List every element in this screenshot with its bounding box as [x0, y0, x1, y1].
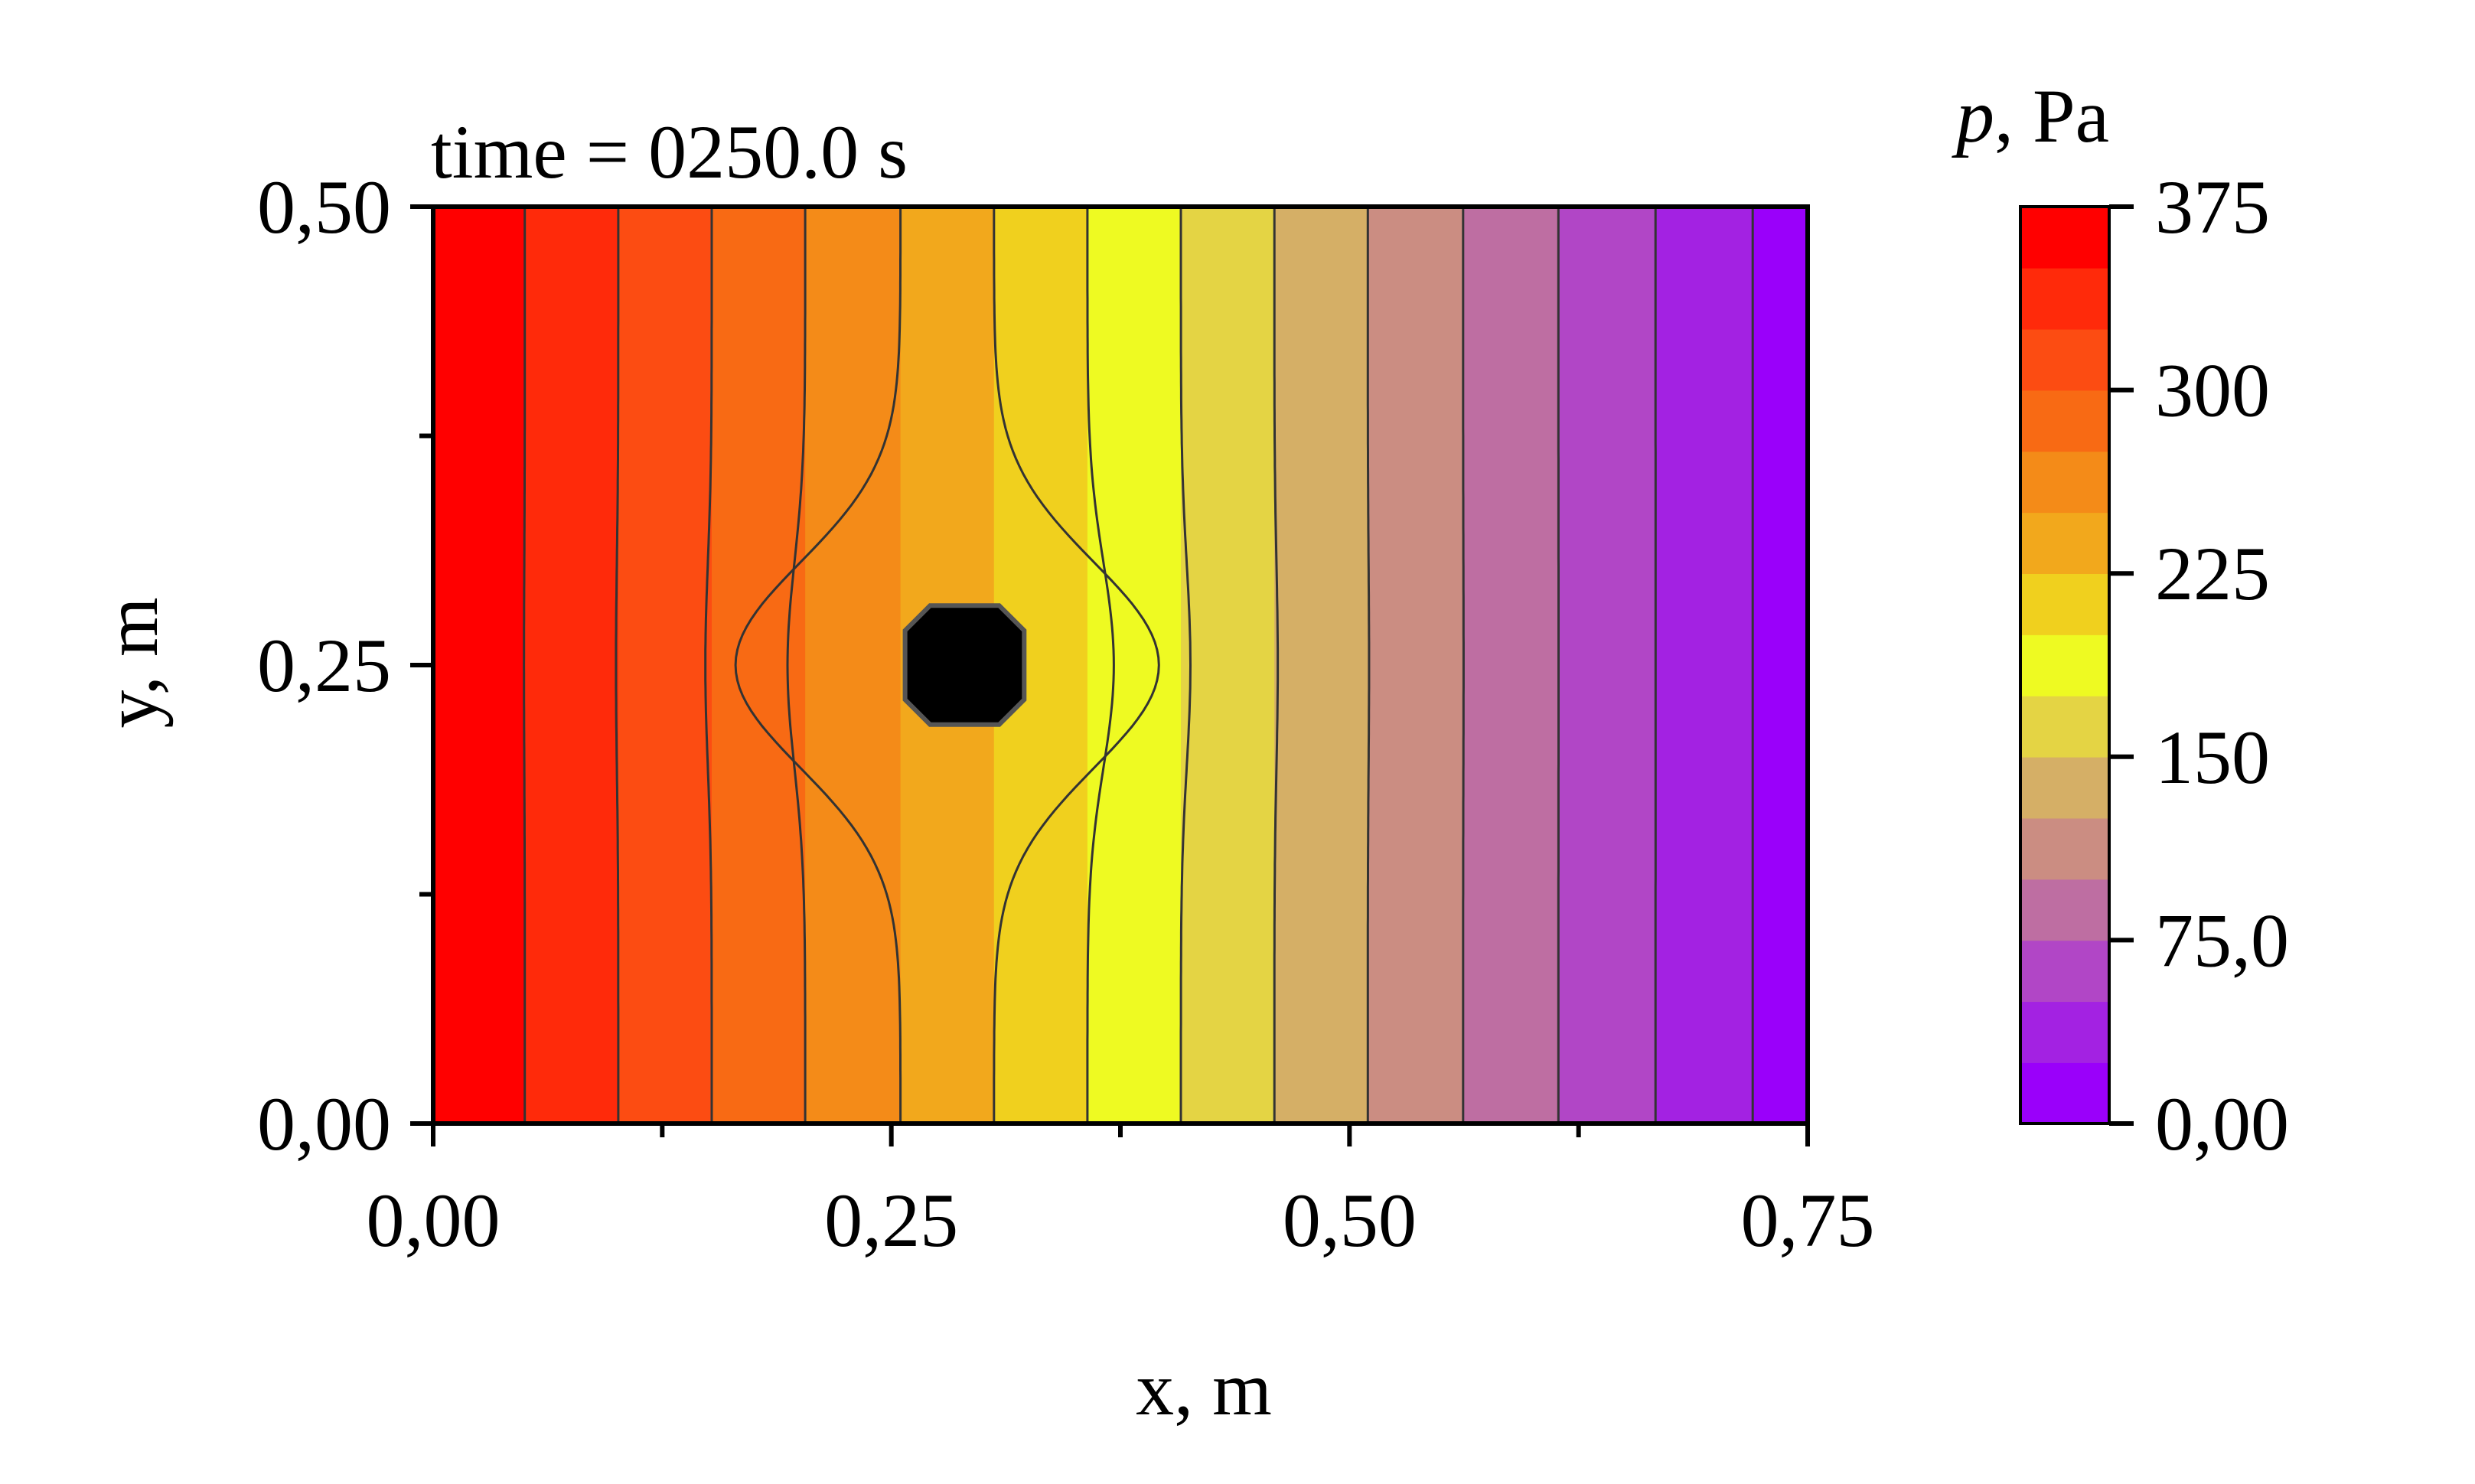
colorbar-tick-label-0: 375	[2155, 165, 2270, 250]
colorbar-swatch-7	[2020, 634, 2109, 696]
contour-band-1	[524, 207, 619, 1124]
contour-band-2	[618, 207, 712, 1124]
x-axis-label: x, m	[1136, 1346, 1272, 1431]
colorbar-tick-label-2: 225	[2155, 531, 2270, 616]
colorbar-tick-label-3: 150	[2155, 715, 2270, 800]
contour-band-13	[1655, 207, 1753, 1124]
contour-band-11	[1462, 207, 1560, 1124]
contour-band-10	[1368, 207, 1464, 1124]
y-tick-label-0: 0,00	[257, 1081, 391, 1166]
contour-line-10	[1462, 207, 1465, 1124]
colorbar-tick-label-4: 75,0	[2155, 898, 2289, 983]
contour-line-4	[734, 207, 902, 1124]
y-tick-label-1: 0,25	[257, 623, 391, 708]
y-axis: 0,00 0,25 0,50	[257, 165, 435, 1166]
obstacle-marker	[902, 603, 1027, 727]
contour-line-8	[1273, 207, 1280, 1124]
colorbar-swatch-2	[2020, 940, 2109, 1003]
contour-band-4	[805, 207, 902, 1124]
colorbar-swatch-11	[2020, 390, 2109, 452]
contour-line-2	[704, 207, 713, 1124]
colorbar-title: p, Pa	[1952, 73, 2109, 158]
x-tick-label-2: 0,50	[1283, 1178, 1417, 1263]
contour-line-7	[1179, 207, 1192, 1124]
contour-lines	[523, 207, 1754, 1124]
colorbar-tick-label-1: 300	[2155, 348, 2270, 433]
colorbar-swatch-4	[2020, 817, 2109, 880]
contour-line-5	[993, 207, 1160, 1124]
colorbar-frame	[2019, 205, 2111, 1125]
colorbar-swatch-3	[2020, 879, 2109, 941]
colorbar-title-variable: p	[1952, 73, 1994, 158]
contour-band-8	[1181, 207, 1275, 1124]
colorbar-swatch-0	[2020, 1062, 2109, 1124]
colorbar-swatch-8	[2020, 573, 2109, 635]
colorbar-swatch-13	[2020, 267, 2109, 330]
colorbar: 375 300 225 150 75,0 0,00	[2019, 165, 2289, 1166]
colorbar-tick-label-5: 0,00	[2155, 1081, 2289, 1166]
contour-line-6	[1086, 207, 1115, 1124]
x-tick-label-0: 0,00	[367, 1178, 501, 1263]
colorbar-swatch-14	[2020, 207, 2109, 269]
y-axis-label: y, m	[89, 597, 174, 728]
contour-band-14	[1753, 207, 1808, 1124]
contour-band-0	[433, 207, 526, 1124]
colorbar-title-unit: , Pa	[1994, 73, 2109, 158]
colorbar-swatch-9	[2020, 512, 2109, 574]
contour-band-12	[1558, 207, 1657, 1124]
contour-line-1	[615, 207, 620, 1124]
colorbar-swatch-5	[2020, 756, 2109, 819]
contour-line-0	[523, 207, 527, 1124]
x-tick-label-1: 0,25	[824, 1178, 958, 1263]
x-tick-label-3: 0,75	[1741, 1178, 1875, 1263]
y-tick-label-2: 0,50	[257, 165, 391, 250]
chart-title: time = 0250.0 s	[431, 109, 908, 194]
contour-band-7	[1087, 207, 1182, 1124]
contour-band-3	[711, 207, 806, 1124]
colorbar-swatch-1	[2020, 1001, 2109, 1063]
contour-line-3	[786, 207, 807, 1124]
colorbar-swatch-6	[2020, 695, 2109, 758]
contour-bands	[433, 207, 1808, 1124]
colorbar-swatch-12	[2020, 328, 2109, 391]
contour-band-9	[1274, 207, 1369, 1124]
colorbar-swatch-10	[2020, 451, 2109, 514]
x-axis: 0,00 0,25 0,50 0,75	[367, 1121, 1875, 1263]
contour-line-9	[1366, 207, 1371, 1124]
